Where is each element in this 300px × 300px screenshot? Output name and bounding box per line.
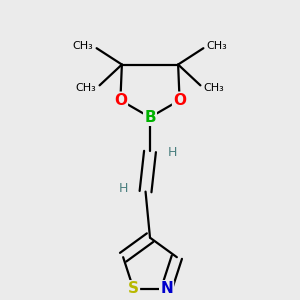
Text: O: O [114,93,127,108]
Text: CH₃: CH₃ [73,41,94,51]
Text: N: N [160,281,173,296]
Text: S: S [128,281,139,296]
Text: CH₃: CH₃ [76,83,97,93]
Text: H: H [168,146,177,160]
Text: CH₃: CH₃ [203,83,224,93]
Text: CH₃: CH₃ [206,41,227,51]
Text: O: O [173,93,186,108]
Text: B: B [144,110,156,125]
Text: H: H [118,182,128,195]
